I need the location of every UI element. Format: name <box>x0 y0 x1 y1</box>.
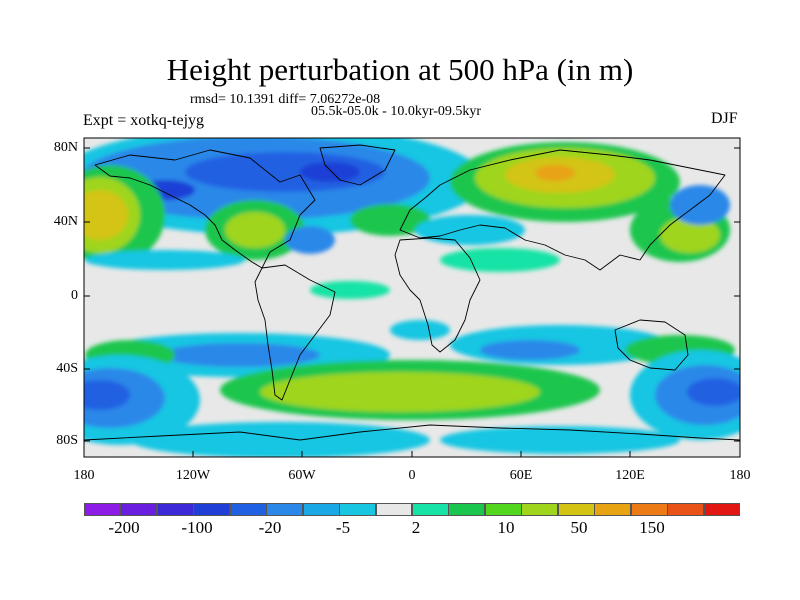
colorbar-label: -200 <box>108 518 140 537</box>
colorbar-swatch <box>339 503 377 516</box>
lat-label: 80S <box>56 433 78 448</box>
colorbar-swatch <box>266 503 304 516</box>
period-text: 05.5k-05.0k - 10.0kyr-09.5kyr <box>311 104 482 119</box>
colorbar-label: 150 <box>639 518 665 537</box>
experiment-label: Expt = xotkq-tejyg <box>83 112 205 129</box>
colorbar-label: -20 <box>258 518 282 537</box>
lon-label: 60W <box>288 468 316 483</box>
lat-label: 40N <box>53 214 78 229</box>
coast-south-america <box>254 264 336 401</box>
colorbar-swatch <box>484 503 522 516</box>
colorbar-swatch <box>412 503 449 516</box>
lon-label: 120E <box>615 468 645 483</box>
colorbar-swatch <box>193 503 231 516</box>
colorbar-swatch <box>521 503 559 516</box>
coast-antarctica <box>84 424 740 441</box>
colorbar-swatch <box>156 503 194 516</box>
colorbar-label: 2 <box>411 518 421 537</box>
plot-title: Height perturbation at 500 hPa (in m) <box>166 52 634 87</box>
colorbar-label: -100 <box>181 518 213 537</box>
lon-label: 120W <box>175 468 211 483</box>
season-label: DJF <box>711 110 738 127</box>
colorbar-label: 10 <box>497 518 515 537</box>
colorbar-swatch <box>448 503 486 516</box>
lon-label: 180 <box>729 468 751 483</box>
colorbar-swatch <box>229 503 267 516</box>
lon-label: 60E <box>509 468 533 483</box>
coast-australia <box>614 319 689 371</box>
coast-africa <box>394 237 481 353</box>
coast-eurasia <box>399 149 726 271</box>
lat-label: 0 <box>71 288 78 303</box>
colorbar-swatch <box>84 503 121 516</box>
stats-text: rmsd= 10.1391 diff= 7.06272e-08 <box>190 92 381 107</box>
colorbar-swatch <box>557 503 595 516</box>
colorbar-swatch <box>703 503 741 516</box>
colorbar-swatch <box>630 503 668 516</box>
colorbar-swatch <box>302 503 340 516</box>
colorbar-swatch <box>375 503 413 516</box>
lon-label: 0 <box>408 468 416 483</box>
lat-label: 40S <box>56 361 78 376</box>
colorbar-swatch <box>120 503 158 516</box>
coast-greenland <box>319 144 396 186</box>
colorbar-swatch <box>594 503 632 516</box>
colorbar-swatch <box>667 503 705 516</box>
lon-label: 180 <box>73 468 95 483</box>
colorbar-label: -5 <box>335 518 351 537</box>
colorbar-label: 50 <box>570 518 588 537</box>
lat-label: 80N <box>53 140 78 155</box>
coastlines <box>84 144 740 441</box>
field-contours <box>84 138 740 457</box>
